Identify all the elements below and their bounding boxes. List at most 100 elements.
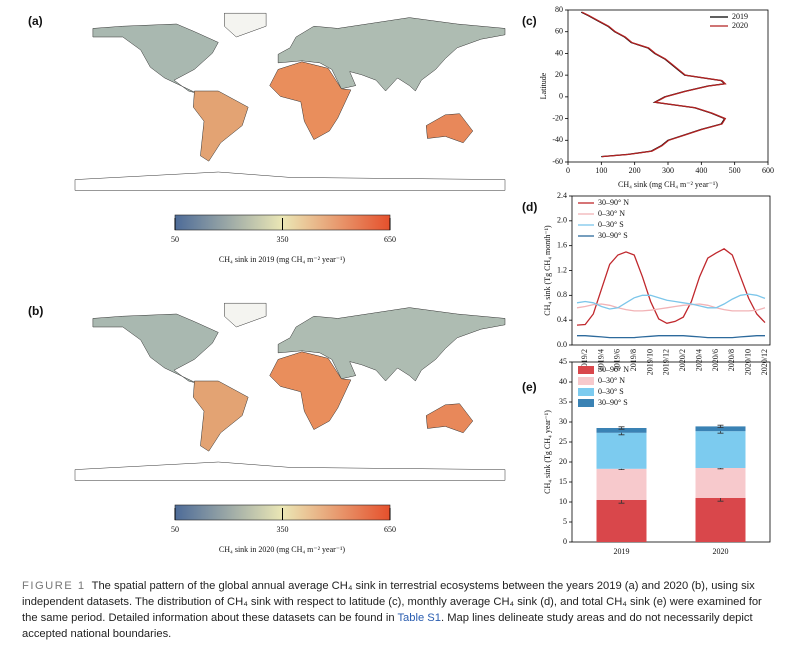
colorbar-tick-label: 350	[277, 235, 289, 244]
profile-line	[581, 11, 727, 158]
x-tick-label: 300	[662, 166, 674, 175]
y-tick-label: 45	[559, 357, 567, 366]
bar-segment	[596, 468, 647, 500]
panel-label: (c)	[522, 14, 537, 28]
x-tick-label: 2020	[713, 547, 729, 556]
bar-segment	[695, 498, 746, 542]
legend-label: 2019	[732, 12, 748, 21]
legend-label: 30–90° S	[598, 231, 628, 240]
y-tick-label: 1.6	[557, 240, 567, 249]
caption-text: The spatial pattern of the global annual…	[22, 580, 762, 624]
map	[74, 12, 506, 191]
series-line	[577, 335, 765, 339]
x-tick-label: 200	[629, 166, 641, 175]
series-line	[576, 248, 766, 326]
x-tick-label: 600	[762, 166, 774, 175]
map	[74, 302, 506, 481]
series-line	[576, 293, 766, 310]
error-bar-line	[717, 424, 724, 428]
bar-segment	[695, 431, 746, 468]
x-tick-label: 2019/8	[629, 349, 638, 371]
series-line	[576, 303, 766, 312]
colorbar-tick-label: 350	[277, 525, 289, 534]
land	[425, 403, 474, 434]
colorbar-tick-label: 650	[384, 525, 396, 534]
x-tick-label: 2019/2	[580, 349, 589, 371]
error-bar	[618, 426, 625, 430]
legend-label: 0–30° N	[598, 376, 625, 385]
legend-label: 2020	[732, 21, 748, 30]
legend-label: 0–30° N	[598, 209, 625, 218]
x-tick-label: 2020/8	[727, 349, 736, 371]
land	[224, 302, 267, 328]
x-tick-label: 2020/4	[694, 349, 703, 371]
land	[269, 351, 352, 430]
y-tick-label: 60	[555, 27, 563, 36]
colorbar-tick-label: 50	[171, 235, 179, 244]
colorbar-caption: CH₄ sink in 2019 (mg CH₄ m⁻² year⁻¹)	[219, 255, 345, 264]
y-tick-label: -60	[552, 157, 563, 166]
figure-caption: FIGURE 1 The spatial pattern of the globa…	[22, 578, 774, 642]
profile-line	[581, 11, 727, 158]
colorbar-tick-label: 50	[171, 525, 179, 534]
bar-segment	[695, 426, 746, 432]
y-tick-label: -20	[552, 113, 563, 122]
panel-label: (d)	[522, 200, 537, 214]
legend-label: 30–90° N	[598, 198, 629, 207]
y-tick-label: -40	[552, 135, 563, 144]
land	[277, 17, 506, 92]
land	[74, 461, 506, 481]
land	[277, 307, 506, 382]
legend-label: 0–30° S	[598, 387, 624, 396]
legend-label: 30–90° N	[598, 365, 629, 374]
x-tick-label: 0	[566, 166, 570, 175]
y-axis-label: CH₄ sink (Tg CH₄ month⁻¹)	[543, 225, 552, 316]
y-tick-label: 35	[559, 397, 567, 406]
legend-label: 0–30° S	[598, 220, 624, 229]
y-tick-label: 10	[559, 497, 567, 506]
caption-link[interactable]: Table S1	[397, 612, 441, 624]
legend-label: 30–90° S	[598, 398, 628, 407]
panel-label: (b)	[28, 304, 43, 318]
y-tick-label: 0	[559, 92, 563, 101]
y-tick-label: 30	[559, 417, 567, 426]
x-tick-label: 2020/6	[711, 349, 720, 371]
caption-text-end: . Map lines delineate study areas and do…	[22, 612, 753, 640]
colorbar-tick-label: 650	[384, 235, 396, 244]
caption-label: FIGURE 1	[22, 580, 86, 592]
y-tick-label: 40	[555, 48, 563, 57]
land	[193, 90, 249, 162]
y-tick-label: 15	[559, 477, 567, 486]
land	[269, 61, 352, 140]
y-tick-label: 0.0	[557, 340, 567, 349]
y-tick-label: 25	[559, 437, 567, 446]
land	[74, 171, 506, 191]
y-tick-label: 2.0	[557, 216, 567, 225]
land	[92, 23, 219, 94]
x-axis-label: CH₄ sink (mg CH₄ m⁻² year⁻¹)	[618, 180, 718, 189]
plot-frame	[567, 9, 769, 163]
x-tick-label: 2020/2	[678, 349, 687, 371]
y-tick-label: 20	[555, 70, 563, 79]
x-tick-label: 100	[595, 166, 607, 175]
land	[224, 12, 267, 38]
y-tick-label: 1.2	[557, 265, 567, 274]
x-tick-label: 2019/4	[596, 349, 605, 371]
colorbar-caption: CH₄ sink in 2020 (mg CH₄ m⁻² year⁻¹)	[219, 545, 345, 554]
land	[193, 380, 249, 452]
y-axis-label: Latitude	[539, 72, 548, 99]
y-tick-label: 2.4	[557, 191, 567, 200]
y-tick-label: 0	[563, 537, 567, 546]
plot-frame	[571, 361, 771, 543]
panel-label: (a)	[28, 14, 43, 28]
x-tick-label: 400	[695, 166, 707, 175]
bar-segment	[695, 468, 746, 498]
legend-swatch	[578, 399, 594, 407]
y-tick-label: 0.8	[557, 290, 567, 299]
x-tick-label: 2019/6	[613, 349, 622, 371]
y-tick-label: 5	[563, 517, 567, 526]
panel-label: (e)	[522, 380, 537, 394]
bar-segment	[596, 428, 647, 433]
